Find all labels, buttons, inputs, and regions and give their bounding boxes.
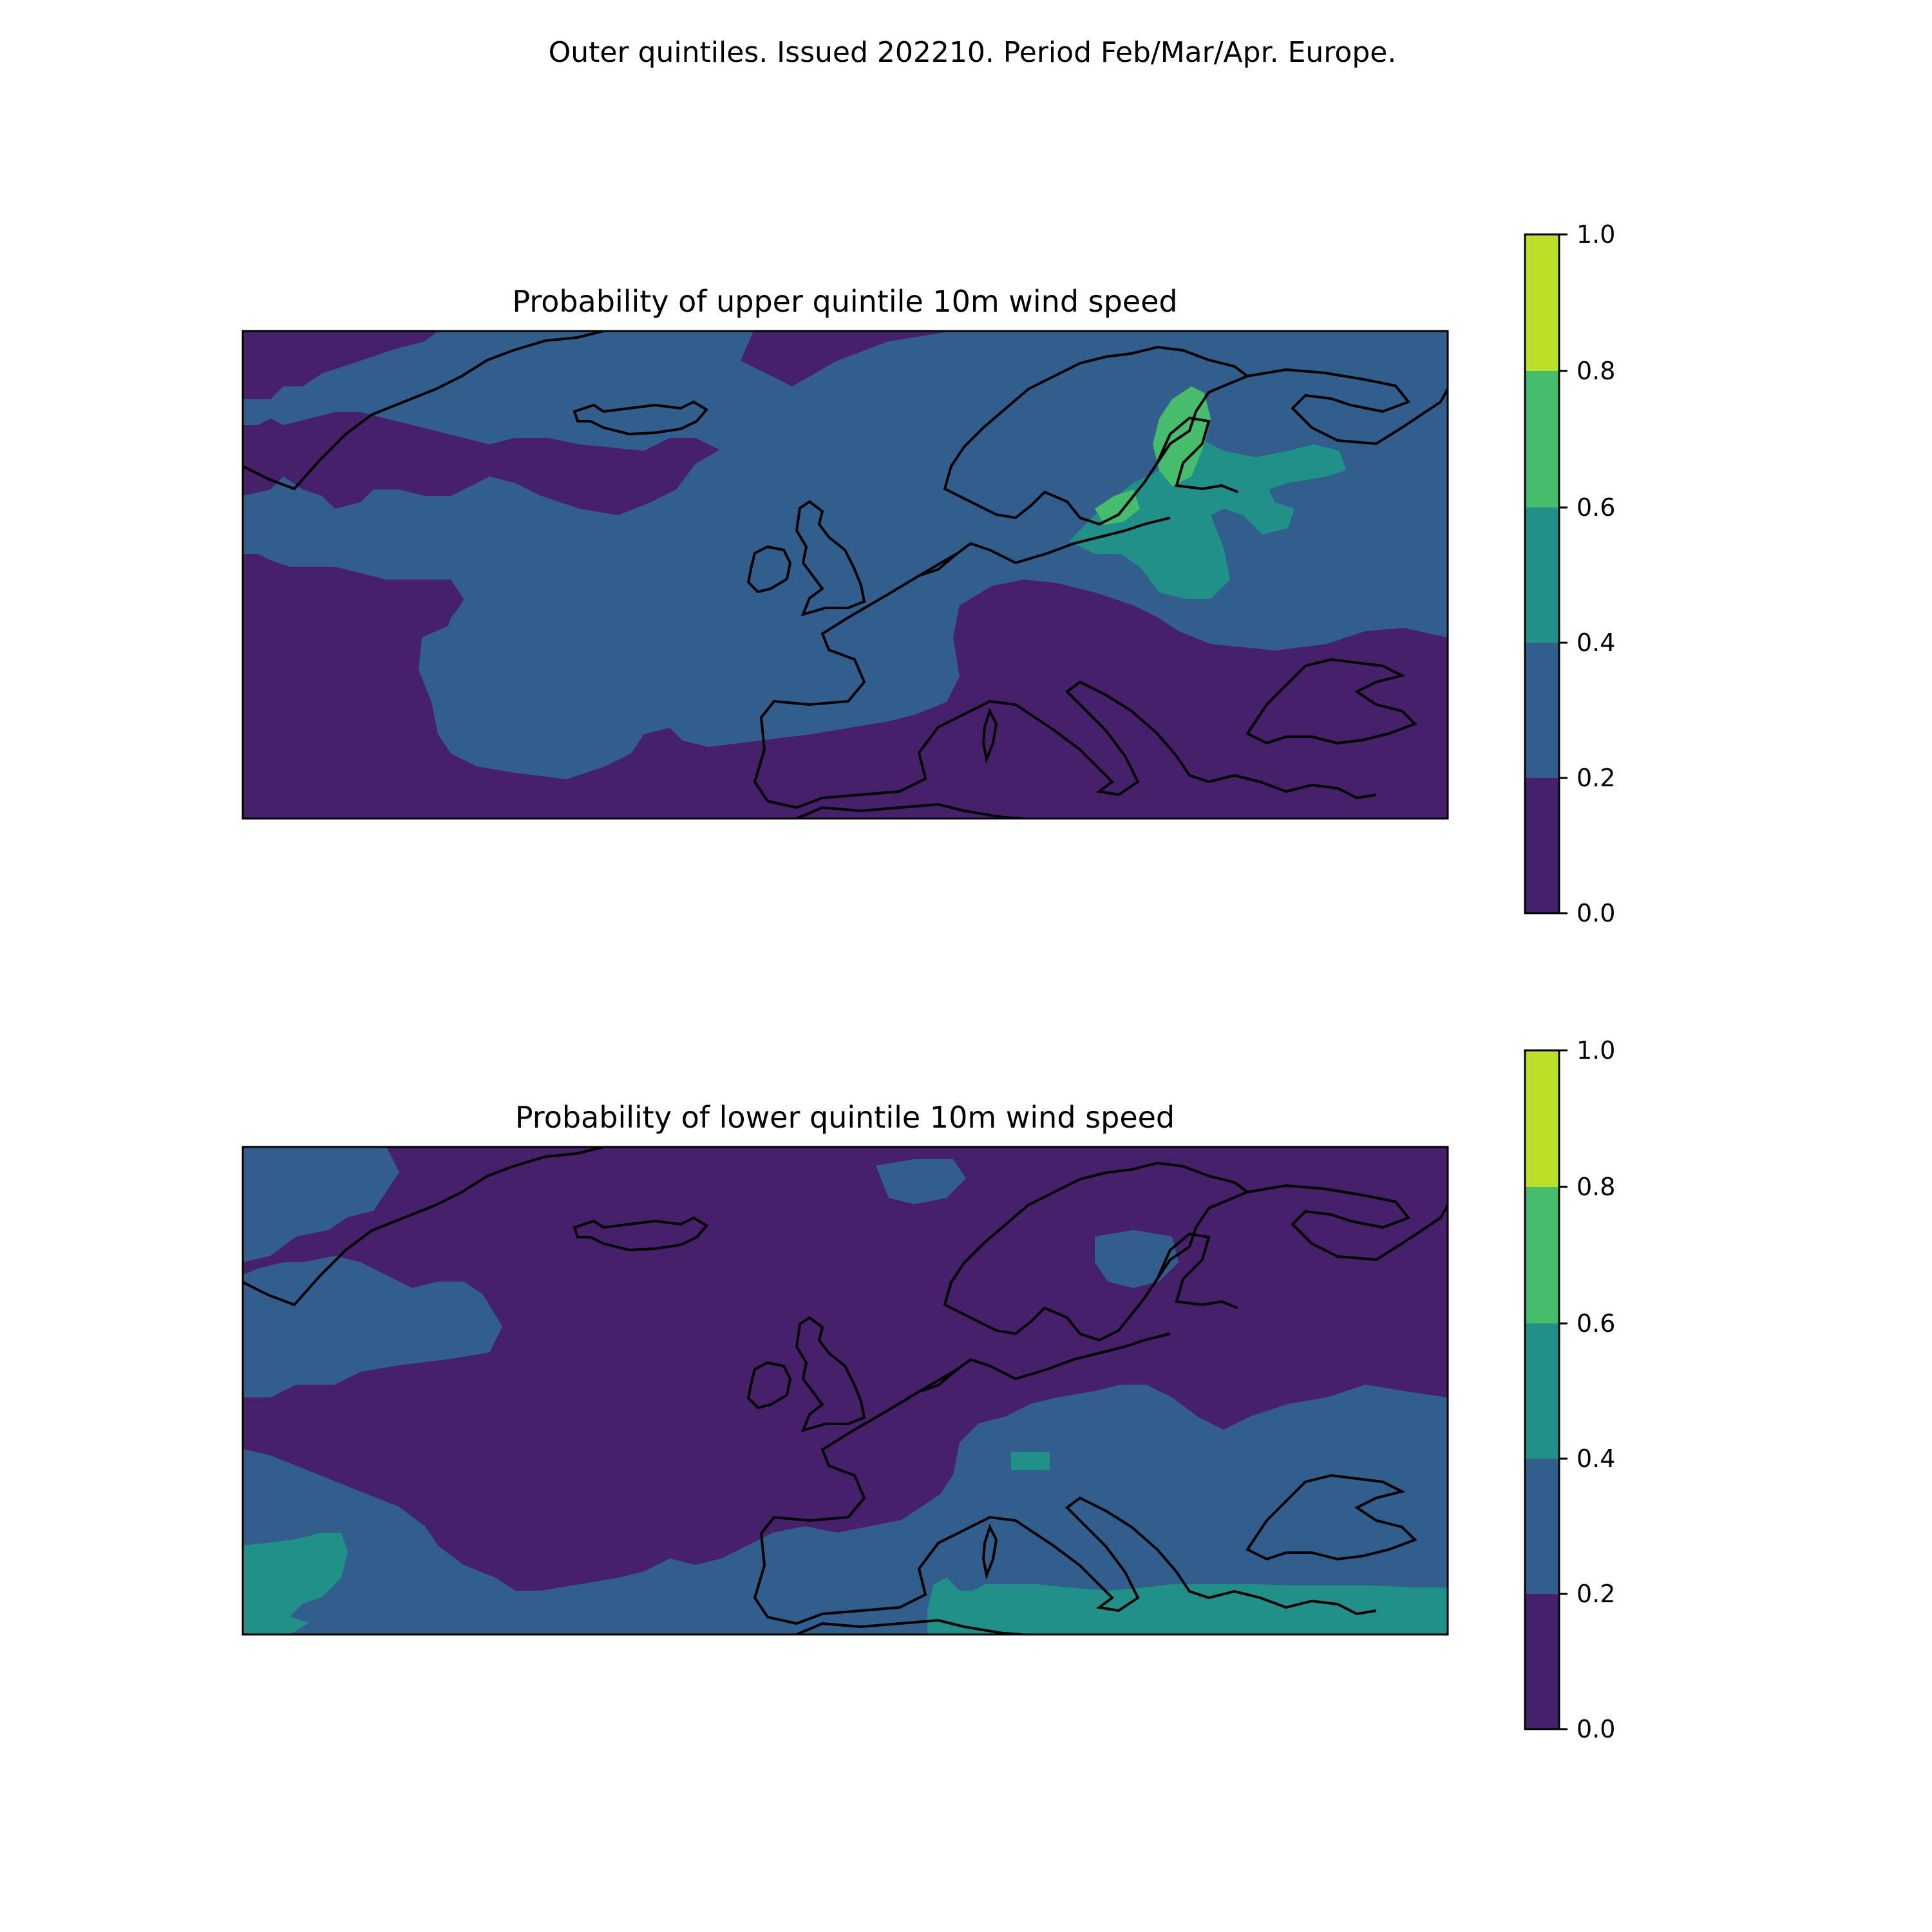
colorbar-tick: 0.8 xyxy=(1577,1173,1615,1201)
colorbar-tick: 1.0 xyxy=(1577,1036,1615,1065)
colorbar-tick: 0.4 xyxy=(1577,1444,1615,1473)
colorbar-tick: 0.8 xyxy=(1577,357,1615,385)
figure-title: Outer quintiles. Issued 202210. Period F… xyxy=(549,36,1397,69)
panel-title-lower: Probability of lower quintile 10m wind s… xyxy=(515,1100,1175,1135)
colorbar-tick: 0.4 xyxy=(1577,629,1615,657)
map-upper-field xyxy=(243,331,1448,819)
map-frame-upper xyxy=(242,330,1449,820)
colorbar-tick: 0.0 xyxy=(1577,899,1615,927)
colorbar-tick: 0.6 xyxy=(1577,1309,1615,1338)
colorbar-tick: 0.6 xyxy=(1577,493,1615,522)
panel-upper-quintile: Probability of upper quintile 10m wind s… xyxy=(242,220,1615,927)
colorbar-tick: 0.2 xyxy=(1577,764,1615,792)
map-lower-field xyxy=(243,1147,1448,1634)
panel-lower-quintile: Probability of lower quintile 10m wind s… xyxy=(242,1036,1615,1743)
map-frame-lower xyxy=(242,1146,1449,1636)
colorbar-tick: 1.0 xyxy=(1577,220,1615,249)
colorbar-tick: 0.2 xyxy=(1577,1580,1615,1608)
colorbar-tick: 0.0 xyxy=(1577,1715,1615,1743)
panel-title-upper: Probability of upper quintile 10m wind s… xyxy=(512,284,1177,319)
colorbar-upper: 0.0 0.2 0.4 0.6 0.8 1.0 xyxy=(1524,220,1615,927)
colorbar-lower: 0.0 0.2 0.4 0.6 0.8 1.0 xyxy=(1524,1036,1615,1743)
